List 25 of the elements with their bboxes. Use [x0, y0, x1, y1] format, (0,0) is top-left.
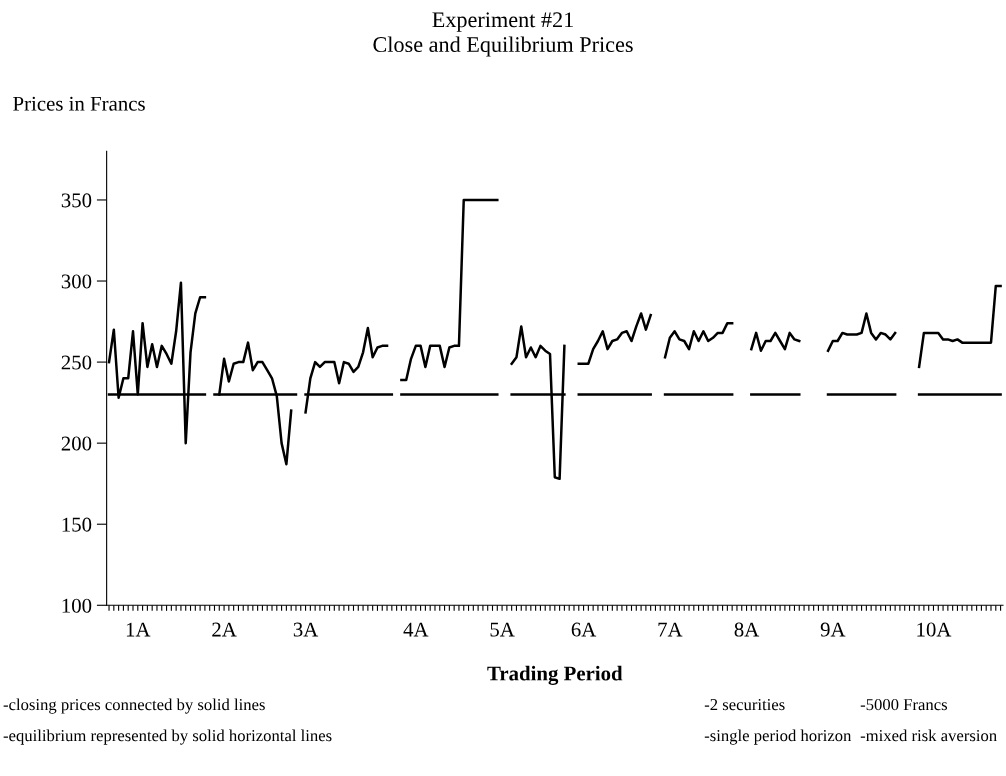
x-tick-label: 7A — [658, 622, 683, 637]
x-tick-label: 1A — [126, 622, 151, 637]
y-tick-label: 150 — [62, 517, 92, 532]
x-axis-title: Trading Period — [487, 665, 623, 685]
y-tick-label: 350 — [61, 193, 92, 208]
x-tick-label: 2A — [212, 622, 237, 637]
y-tick-label: 300 — [61, 274, 92, 289]
text: -equilibrium represented by solid horizontal lines — [3, 729, 332, 745]
y-tick-label: 250 — [61, 355, 92, 370]
x-tick-label: 3A — [293, 622, 319, 637]
x-tick-label: 9A — [820, 622, 846, 637]
chart-title: Experiment #21 Close and Equilibrium Prices — [373, 12, 633, 57]
y-axis-title: Prices in Francs — [13, 96, 145, 111]
text: -5000 Francs — [860, 698, 948, 711]
y-tick-label: 100 — [62, 598, 92, 613]
x-tick-label: 10A — [917, 622, 952, 637]
text: -closing prices connected by solid lines — [3, 698, 265, 714]
y-tick-label: 200 — [61, 436, 92, 451]
text: -mixed risk aversion — [860, 729, 997, 742]
x-tick-label: 5A — [490, 622, 515, 637]
text: -single period horizon — [704, 729, 852, 745]
text: -2 securities — [704, 699, 785, 711]
x-tick-label: 8A — [734, 622, 760, 637]
x-tick-label: 6A — [571, 622, 597, 637]
x-tick-label: 4A — [403, 622, 429, 637]
